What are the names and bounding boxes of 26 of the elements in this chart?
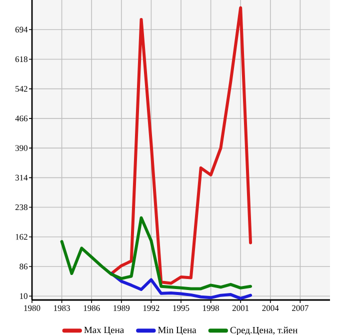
legend-label: Сред.Цена, т.йен xyxy=(230,326,298,335)
y-tick-label: 694 xyxy=(15,26,28,32)
x-tick-label: 1995 xyxy=(173,305,190,311)
x-tick-label: 1992 xyxy=(143,305,160,311)
y-tick-label: 314 xyxy=(15,174,28,181)
x-tick-label: 1989 xyxy=(114,305,130,311)
y-tick-label: 86 xyxy=(20,264,28,270)
y-tick-label: 390 xyxy=(15,145,28,151)
y-tick-label: 10 xyxy=(20,293,28,299)
y-tick-label: 542 xyxy=(16,86,28,92)
x-tick-label: 1986 xyxy=(84,305,100,311)
x-tick-label: 2004 xyxy=(262,305,279,311)
legend-label: Min Цена xyxy=(158,326,196,335)
x-tick-label: 2001 xyxy=(232,305,249,311)
legend-label: Max Цена xyxy=(84,326,124,335)
line-series xyxy=(110,6,252,285)
x-tick-label: 1983 xyxy=(54,305,70,311)
y-tick-label: 618 xyxy=(15,56,28,62)
y-tick-label: 466 xyxy=(15,116,28,122)
line-series xyxy=(110,272,252,300)
y-tick-label: 162 xyxy=(16,234,28,240)
x-tick-label: 1998 xyxy=(203,305,219,311)
x-tick-label: 1980 xyxy=(24,305,40,311)
x-tick-label: 2007 xyxy=(292,305,308,311)
y-tick-label: 238 xyxy=(15,204,28,210)
line-series xyxy=(60,216,252,290)
